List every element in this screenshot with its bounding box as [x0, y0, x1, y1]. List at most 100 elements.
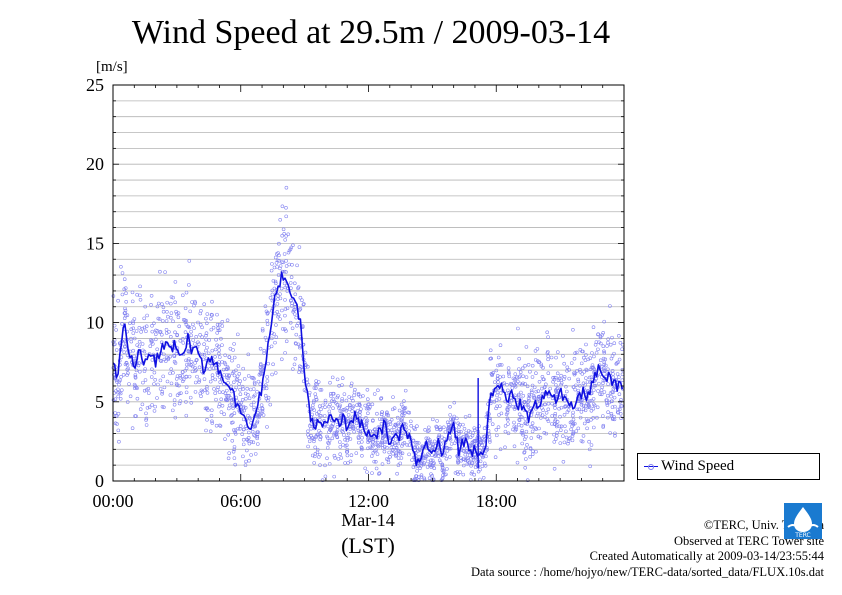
scatter-point	[441, 473, 445, 477]
scatter-point	[422, 476, 427, 481]
scatter-point	[546, 357, 550, 362]
scatter-point	[272, 332, 276, 336]
scatter-point	[550, 401, 554, 406]
scatter-point	[286, 232, 290, 237]
scatter-point	[563, 424, 567, 429]
scatter-point	[396, 448, 401, 453]
scatter-point	[516, 379, 520, 384]
scatter-point	[553, 419, 557, 424]
scatter-point	[130, 290, 135, 295]
scatter-point	[296, 321, 300, 326]
scatter-point	[280, 308, 284, 313]
scatter-point	[234, 377, 239, 381]
scatter-point	[270, 372, 274, 377]
scatter-point	[498, 343, 503, 347]
scatter-point	[164, 328, 169, 332]
scatter-point	[470, 470, 475, 474]
scatter-point	[215, 331, 219, 335]
scatter-point	[274, 261, 279, 265]
scatter-point	[319, 407, 323, 412]
scatter-point	[428, 439, 433, 444]
scatter-point	[125, 313, 130, 317]
scatter-point	[556, 386, 560, 390]
scatter-point	[118, 397, 123, 401]
scatter-point	[231, 404, 235, 409]
scatter-point	[469, 461, 474, 465]
scatter-point	[227, 451, 231, 455]
scatter-point	[178, 399, 183, 403]
scatter-point	[280, 233, 284, 238]
scatter-point	[552, 375, 557, 380]
scatter-point	[276, 251, 280, 255]
scatter-point	[555, 430, 559, 435]
scatter-point	[198, 333, 202, 337]
scatter-point	[171, 408, 175, 413]
scatter-point	[330, 436, 335, 441]
scatter-point	[147, 391, 151, 395]
scatter-point	[197, 342, 201, 346]
scatter-point	[541, 408, 545, 412]
scatter-point	[343, 461, 347, 465]
scatter-point	[570, 424, 574, 428]
scatter-point	[327, 462, 332, 466]
scatter-point	[534, 371, 538, 375]
scatter-point	[518, 415, 523, 419]
scatter-point	[400, 410, 405, 414]
scatter-point	[561, 460, 566, 464]
scatter-point	[276, 293, 280, 298]
scatter-point	[216, 326, 220, 331]
scatter-point	[311, 400, 316, 405]
scatter-point	[187, 325, 192, 330]
scatter-point	[240, 432, 244, 436]
scatter-point	[525, 478, 530, 482]
scatter-point	[220, 343, 224, 347]
scatter-point	[160, 392, 164, 396]
scatter-point	[223, 362, 228, 366]
scatter-point	[601, 366, 606, 370]
scatter-point	[283, 298, 287, 302]
scatter-point	[410, 458, 414, 462]
scatter-point	[247, 458, 251, 463]
scatter-point	[274, 323, 278, 327]
scatter-point	[238, 387, 242, 392]
scatter-point	[288, 281, 293, 285]
scatter-point	[380, 412, 384, 417]
scatter-point	[340, 376, 345, 380]
scatter-point	[540, 413, 545, 417]
scatter-point	[343, 407, 347, 412]
scatter-point	[211, 366, 216, 370]
scatter-point	[576, 426, 581, 431]
scatter-point	[173, 300, 177, 305]
scatter-point	[323, 474, 328, 479]
scatter-point	[531, 393, 536, 398]
scatter-point	[358, 394, 363, 399]
scatter-point	[140, 342, 145, 346]
scatter-point	[509, 398, 513, 403]
scatter-point	[227, 355, 231, 359]
scatter-point	[366, 446, 370, 451]
scatter-point	[492, 399, 497, 404]
scatter-point	[273, 340, 277, 345]
scatter-point	[262, 348, 266, 353]
legend-label-wind-speed: Wind Speed	[661, 458, 735, 474]
scatter-point	[405, 443, 409, 447]
scatter-point	[132, 317, 137, 321]
scatter-point	[219, 397, 223, 402]
scatter-point	[594, 340, 599, 344]
scatter-point	[530, 425, 534, 429]
scatter-point	[213, 347, 218, 352]
scatter-point	[314, 395, 318, 400]
scatter-point	[214, 423, 219, 428]
scatter-point	[562, 375, 567, 379]
scatter-point	[306, 429, 310, 434]
scatter-point	[181, 370, 185, 374]
scatter-point	[374, 466, 379, 471]
scatter-point	[313, 392, 318, 396]
scatter-point	[364, 419, 369, 424]
scatter-point	[434, 424, 438, 429]
scatter-point	[614, 362, 619, 366]
scatter-point	[331, 406, 335, 410]
scatter-point	[335, 425, 340, 429]
scatter-point	[230, 439, 235, 443]
scatter-point	[205, 384, 209, 389]
